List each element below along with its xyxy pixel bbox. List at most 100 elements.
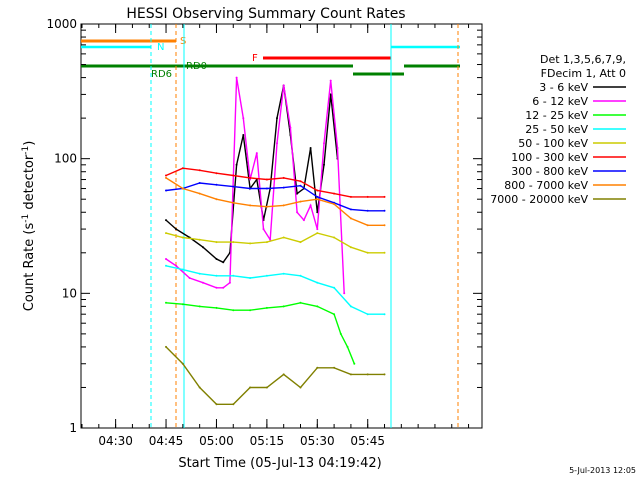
legend: Det 1,3,5,6,7,9, FDecim 1, Att 0 3 - 6 k… <box>490 53 626 206</box>
series-point <box>215 198 218 201</box>
series-point <box>165 189 167 192</box>
series-point <box>333 313 336 316</box>
series-point <box>333 192 336 195</box>
series-point <box>165 174 167 177</box>
series-point <box>333 366 336 369</box>
series-point <box>316 281 319 284</box>
series-point <box>165 219 167 222</box>
series-point <box>316 232 319 235</box>
series-point <box>232 241 235 244</box>
series-point <box>165 232 167 235</box>
y-label-exp-2: -1 <box>21 146 31 155</box>
series-point <box>269 238 272 241</box>
series-point <box>323 142 325 145</box>
chart-title: HESSI Observing Summary Count Rates <box>126 6 405 22</box>
series-point <box>282 186 285 189</box>
series-point <box>316 366 319 369</box>
series-point <box>343 292 346 295</box>
series-point <box>353 362 356 365</box>
series-line <box>165 182 385 212</box>
x-axis-label: Start Time (05-Jul-13 04:19:42) <box>178 456 381 471</box>
series-point <box>249 277 252 279</box>
series-point <box>215 183 218 186</box>
series-point <box>215 241 218 244</box>
series-point <box>383 224 386 227</box>
series-point <box>181 303 184 306</box>
series-point <box>249 309 252 312</box>
series-point <box>265 187 268 190</box>
series-point <box>202 281 204 284</box>
series-point <box>232 274 235 277</box>
series-point <box>265 205 268 208</box>
series-point <box>249 386 252 389</box>
series-point <box>333 236 336 239</box>
series-point <box>276 117 278 120</box>
series-point <box>316 198 319 201</box>
series-point <box>232 174 235 177</box>
y-label-exp-1: -1 <box>21 214 31 223</box>
series-point <box>181 236 184 239</box>
series-point <box>282 373 285 376</box>
series-point <box>383 195 386 198</box>
flag-rd6-label: RD6 <box>151 69 172 80</box>
series-point <box>349 305 352 308</box>
series-point <box>383 209 386 212</box>
series-point <box>282 204 285 207</box>
series-point <box>255 152 258 155</box>
series-point <box>165 301 167 304</box>
series-point <box>366 224 369 227</box>
series-point <box>265 274 268 277</box>
series-point <box>215 286 218 289</box>
series-point <box>198 192 201 195</box>
series-point <box>296 211 299 214</box>
axes-layer: 1 10 100 1000 04:30 04:45 05:00 05:15 05:30 05:45 <box>46 17 482 448</box>
series-point <box>299 274 302 277</box>
legend-label: 7000 - 20000 keV <box>490 193 588 206</box>
legend-label: 50 - 100 keV <box>518 137 588 150</box>
y-label-part-2: detector <box>22 154 37 214</box>
plot-frame <box>80 23 483 429</box>
y-axis-label: Count Rate (s-1 detector-1) <box>21 141 37 312</box>
series-point <box>265 306 268 309</box>
series-line <box>165 302 355 364</box>
series-point <box>282 236 285 239</box>
series-point <box>181 187 184 190</box>
series-point <box>198 386 201 389</box>
series-line <box>165 177 385 227</box>
series-point <box>299 184 302 187</box>
series-point <box>302 219 305 222</box>
legend-header-2: FDecim 1, Att 0 <box>541 67 626 80</box>
series-point <box>309 204 312 207</box>
series-point <box>165 264 167 267</box>
series-point <box>299 200 302 203</box>
series-point <box>316 189 319 192</box>
series-point <box>383 373 386 376</box>
legend-label: 3 - 6 keV <box>539 81 588 94</box>
series-line <box>165 265 385 315</box>
y-tick-label: 1000 <box>46 17 77 31</box>
series-line <box>165 232 385 254</box>
series-point <box>366 373 369 376</box>
time-markers <box>150 24 459 428</box>
y-label-part-3: ) <box>22 141 37 146</box>
legend-label: 800 - 7000 keV <box>504 179 588 192</box>
series-point <box>329 79 332 82</box>
series-point <box>232 309 235 312</box>
series-point <box>198 272 201 275</box>
series-point <box>228 281 231 284</box>
series-point <box>235 76 238 79</box>
series-point <box>222 261 225 264</box>
series-point <box>383 313 386 316</box>
series-point <box>339 332 342 335</box>
series-line <box>165 167 385 198</box>
series-point <box>242 117 245 120</box>
series-point <box>222 286 225 289</box>
series-point <box>265 386 268 389</box>
series-point <box>232 201 235 204</box>
x-tick-label: 05:45 <box>350 434 385 448</box>
series-point <box>282 176 285 179</box>
series-point <box>165 345 167 348</box>
series-point <box>316 211 319 214</box>
y-label-part-1: Count Rate (s <box>22 223 37 312</box>
status-flag-bars: S N F RD0 RD6 <box>81 36 460 80</box>
